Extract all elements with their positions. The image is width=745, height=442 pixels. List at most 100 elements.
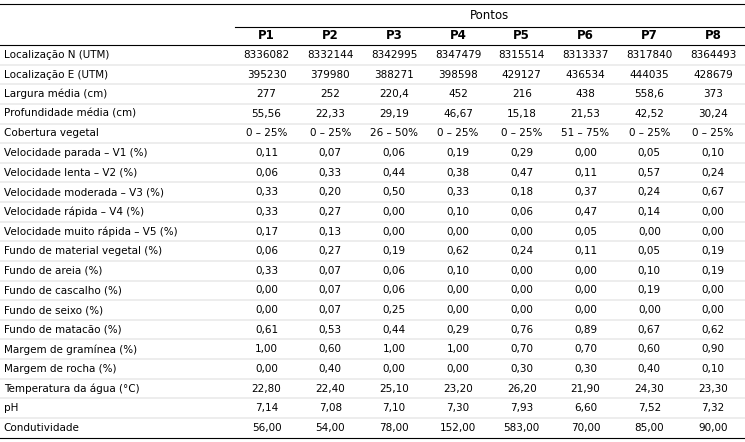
Text: 22,40: 22,40: [315, 384, 345, 393]
Text: 0,29: 0,29: [510, 148, 533, 158]
Text: 0,00: 0,00: [510, 266, 533, 276]
Text: 6,60: 6,60: [574, 403, 597, 413]
Text: 0,40: 0,40: [638, 364, 661, 374]
Text: 0,62: 0,62: [446, 246, 469, 256]
Text: Pontos: Pontos: [470, 9, 510, 22]
Text: 0,10: 0,10: [638, 266, 661, 276]
Text: 438: 438: [576, 89, 595, 99]
Text: P4: P4: [449, 29, 466, 42]
Text: 0,89: 0,89: [574, 324, 597, 335]
Text: Fundo de matacão (%): Fundo de matacão (%): [4, 324, 121, 335]
Text: 78,00: 78,00: [379, 423, 409, 433]
Text: 0,40: 0,40: [319, 364, 342, 374]
Text: 0,00: 0,00: [638, 305, 661, 315]
Text: 0,06: 0,06: [510, 207, 533, 217]
Text: 0,00: 0,00: [446, 286, 469, 295]
Text: 0,00: 0,00: [255, 286, 278, 295]
Text: 0,33: 0,33: [255, 207, 278, 217]
Text: 0,00: 0,00: [383, 364, 405, 374]
Text: 0,57: 0,57: [638, 168, 661, 178]
Text: 26 – 50%: 26 – 50%: [370, 128, 418, 138]
Text: 25,10: 25,10: [379, 384, 409, 393]
Text: 0 – 25%: 0 – 25%: [310, 128, 351, 138]
Text: 7,08: 7,08: [319, 403, 342, 413]
Text: 388271: 388271: [374, 69, 414, 80]
Text: Velocidade lenta – V2 (%): Velocidade lenta – V2 (%): [4, 168, 137, 178]
Text: 0,00: 0,00: [702, 286, 725, 295]
Text: 26,20: 26,20: [507, 384, 536, 393]
Text: 22,33: 22,33: [315, 109, 345, 119]
Text: 0,60: 0,60: [319, 344, 342, 354]
Text: 0 – 25%: 0 – 25%: [437, 128, 478, 138]
Text: 0,06: 0,06: [383, 148, 405, 158]
Text: P8: P8: [705, 29, 722, 42]
Text: P1: P1: [259, 29, 275, 42]
Text: 7,30: 7,30: [446, 403, 469, 413]
Text: 0,18: 0,18: [510, 187, 533, 197]
Text: 0,33: 0,33: [446, 187, 469, 197]
Text: 0,00: 0,00: [510, 226, 533, 236]
Text: Localização N (UTM): Localização N (UTM): [4, 50, 109, 60]
Text: Fundo de material vegetal (%): Fundo de material vegetal (%): [4, 246, 162, 256]
Text: 0,53: 0,53: [319, 324, 342, 335]
Text: 0,37: 0,37: [574, 187, 597, 197]
Text: 8364493: 8364493: [690, 50, 736, 60]
Text: 0,70: 0,70: [510, 344, 533, 354]
Text: 51 – 75%: 51 – 75%: [562, 128, 609, 138]
Text: 0,07: 0,07: [319, 148, 342, 158]
Text: 0,06: 0,06: [255, 168, 278, 178]
Text: 21,90: 21,90: [571, 384, 600, 393]
Text: 0,06: 0,06: [255, 246, 278, 256]
Text: 7,52: 7,52: [638, 403, 661, 413]
Text: 23,20: 23,20: [443, 384, 473, 393]
Text: 8347479: 8347479: [435, 50, 481, 60]
Text: 0,13: 0,13: [319, 226, 342, 236]
Text: 0,10: 0,10: [446, 207, 469, 217]
Text: 0,62: 0,62: [702, 324, 725, 335]
Text: 0,06: 0,06: [383, 286, 405, 295]
Text: 70,00: 70,00: [571, 423, 600, 433]
Text: 0,19: 0,19: [702, 246, 725, 256]
Text: Fundo de areia (%): Fundo de areia (%): [4, 266, 102, 276]
Text: 0,00: 0,00: [510, 305, 533, 315]
Text: 0,10: 0,10: [702, 148, 725, 158]
Text: 0 – 25%: 0 – 25%: [246, 128, 288, 138]
Text: 0,00: 0,00: [702, 226, 725, 236]
Text: 7,10: 7,10: [383, 403, 406, 413]
Text: 252: 252: [320, 89, 340, 99]
Text: 0,44: 0,44: [383, 168, 406, 178]
Text: 0,00: 0,00: [446, 364, 469, 374]
Text: Profundidade média (cm): Profundidade média (cm): [4, 109, 136, 119]
Text: 0,06: 0,06: [383, 266, 405, 276]
Text: 54,00: 54,00: [316, 423, 345, 433]
Text: 0,00: 0,00: [574, 286, 597, 295]
Text: P5: P5: [513, 29, 530, 42]
Text: 0,11: 0,11: [574, 246, 597, 256]
Text: 0,11: 0,11: [574, 168, 597, 178]
Text: 0,05: 0,05: [574, 226, 597, 236]
Text: 56,00: 56,00: [252, 423, 282, 433]
Text: 8342995: 8342995: [371, 50, 417, 60]
Text: 379980: 379980: [311, 69, 350, 80]
Text: 0,00: 0,00: [702, 207, 725, 217]
Text: 0,10: 0,10: [446, 266, 469, 276]
Text: 1,00: 1,00: [446, 344, 469, 354]
Text: 152,00: 152,00: [440, 423, 476, 433]
Text: P2: P2: [322, 29, 339, 42]
Text: 0,07: 0,07: [319, 305, 342, 315]
Text: 0,90: 0,90: [702, 344, 725, 354]
Text: 0,61: 0,61: [255, 324, 278, 335]
Text: 8313337: 8313337: [562, 50, 609, 60]
Text: Margem de gramínea (%): Margem de gramínea (%): [4, 344, 137, 354]
Text: 0,60: 0,60: [638, 344, 661, 354]
Text: 0,00: 0,00: [510, 286, 533, 295]
Text: 46,67: 46,67: [443, 109, 473, 119]
Text: 0,00: 0,00: [255, 305, 278, 315]
Text: 0,07: 0,07: [319, 286, 342, 295]
Text: 0,19: 0,19: [702, 266, 725, 276]
Text: 7,14: 7,14: [255, 403, 278, 413]
Text: 0,47: 0,47: [510, 168, 533, 178]
Text: 0,10: 0,10: [702, 364, 725, 374]
Text: 0,27: 0,27: [319, 246, 342, 256]
Text: 0,19: 0,19: [446, 148, 469, 158]
